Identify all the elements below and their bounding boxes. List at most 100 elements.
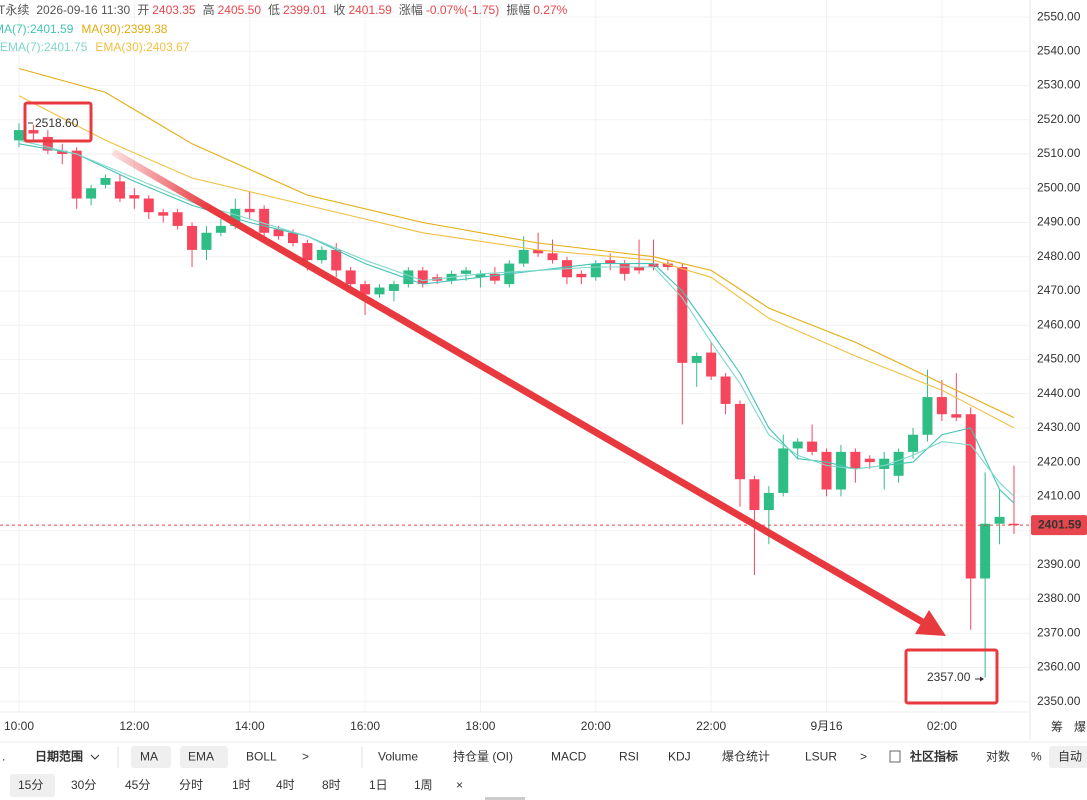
info-item: 开 [137,3,149,17]
toolbar-item[interactable]: Volume [378,750,418,764]
x-tick-label: 20:00 [581,719,611,733]
candle-body [792,441,803,449]
candle-body [345,270,356,285]
candle-body [475,273,486,278]
y-tick-label: 2480.00 [1037,249,1081,263]
candle-body [835,451,846,490]
info-item: 2403.35 [152,3,196,17]
candle-body [158,212,169,216]
candle-body [778,448,789,493]
interval-item[interactable]: 1时 [232,778,251,792]
toolbar-item[interactable]: > [302,750,309,764]
legend-item: EMA(30):2403.67 [95,40,189,54]
interval-item[interactable]: 4时 [276,778,295,792]
toolbar-item[interactable]: 对数 [986,749,1010,764]
interval-item[interactable]: 1日 [369,778,388,792]
candle-body [590,263,601,278]
toolbar-item[interactable]: 日期范围 [35,749,83,764]
toolbar-item[interactable]: RSI [619,750,639,764]
candle-body [720,376,731,404]
y-tick-label: 2520.00 [1037,112,1081,126]
candle-body [908,434,919,452]
info-item: 2026-09-16 11:30 [36,3,130,17]
candle-body [1008,523,1019,526]
toolbar-item[interactable]: MACD [551,750,587,764]
y-tick-label: 2460.00 [1037,317,1081,331]
candle-body [143,198,154,213]
edit-icon [889,750,901,763]
candle-body [879,458,890,469]
toolbar-item[interactable]: LSUR [805,750,837,764]
toolbar-item[interactable]: 持仓量 (OI) [453,749,513,764]
scroll-thumb [485,797,525,800]
candle-body [634,267,645,271]
candle-body [518,249,529,264]
y-tick-label: 2440.00 [1037,386,1081,400]
candle-body [403,270,414,285]
y-tick-label: 2510.00 [1037,146,1081,160]
trend-arrow-head [915,610,946,636]
info-item: 2401.59 [348,3,392,17]
toolbar-item[interactable]: MA [140,750,158,764]
toolbar-item[interactable]: 自动 [1058,750,1082,764]
side-tool[interactable]: 筹 [1051,720,1063,734]
interval-item[interactable]: 45分 [125,778,150,792]
trend-arrow [111,148,928,628]
y-tick-label: 2500.00 [1037,180,1081,194]
toolbar-item[interactable]: KDJ [668,750,691,764]
candle-body [42,136,53,151]
y-tick-label: 2470.00 [1037,283,1081,297]
toolbar-item[interactable]: > [860,750,867,764]
candle-body [114,181,125,199]
low-label: 2357.00 [927,670,971,684]
toolbar-pill [1049,746,1087,768]
candle-body [230,208,241,226]
plot [14,67,1019,678]
info-item: 2399.01 [283,3,327,17]
candle-body [691,356,702,363]
candle-body [129,195,140,199]
interval-item[interactable]: 分时 [179,778,203,792]
indicator-legend: EMA(7):2401.75 EMA(30):2403.67 [0,40,190,54]
legend-item: MA(30):2399.38 [81,22,167,36]
grid [0,0,1030,712]
info-item: 2405.50 [218,3,262,17]
toolbar-item[interactable]: 爆仓统计 [722,750,770,764]
x-tick-label: 22:00 [696,719,726,733]
candle-body [273,229,284,237]
dropdown-chevron [90,754,100,760]
legend-item: MA(7):2401.59 [0,22,74,36]
toolbar-item[interactable]: . [2,750,5,764]
interval-item[interactable]: × [456,778,463,792]
interval-item[interactable]: 1周 [414,778,433,792]
candle-body [763,492,774,511]
candle-body [980,523,991,579]
candle-body [14,130,24,141]
y-tick-label: 2350.00 [1037,694,1081,708]
side-tool[interactable]: 爆 [1074,720,1086,734]
candle-body [807,441,818,452]
candle-body [388,284,399,291]
toolbar-item[interactable]: EMA [188,750,214,764]
candle-body [461,270,472,274]
toolbar-item[interactable]: 社区指标 [909,749,958,764]
y-tick-label: 2540.00 [1037,44,1081,58]
candle-body [316,249,327,261]
interval-item[interactable]: 15分 [18,778,43,792]
ohlc-info: T永续 2026-09-16 11:30 开 2403.35 高 2405.50 低 2399… [0,2,568,17]
interval-item[interactable]: 30分 [71,778,96,792]
candle-body [850,451,861,469]
candle-body [951,414,962,418]
toolbar-item[interactable]: % [1031,750,1042,764]
candle-body [100,178,111,185]
interval-item[interactable]: 8时 [322,778,341,792]
candle-body [28,130,39,134]
candle-body [533,249,544,254]
indicator-line [18,95,1015,429]
info-item: T永续 [0,3,29,17]
toolbar-item[interactable]: BOLL [246,750,277,764]
candle-body [936,397,947,415]
info-item: 低 [268,3,280,17]
candle-body [605,260,616,264]
